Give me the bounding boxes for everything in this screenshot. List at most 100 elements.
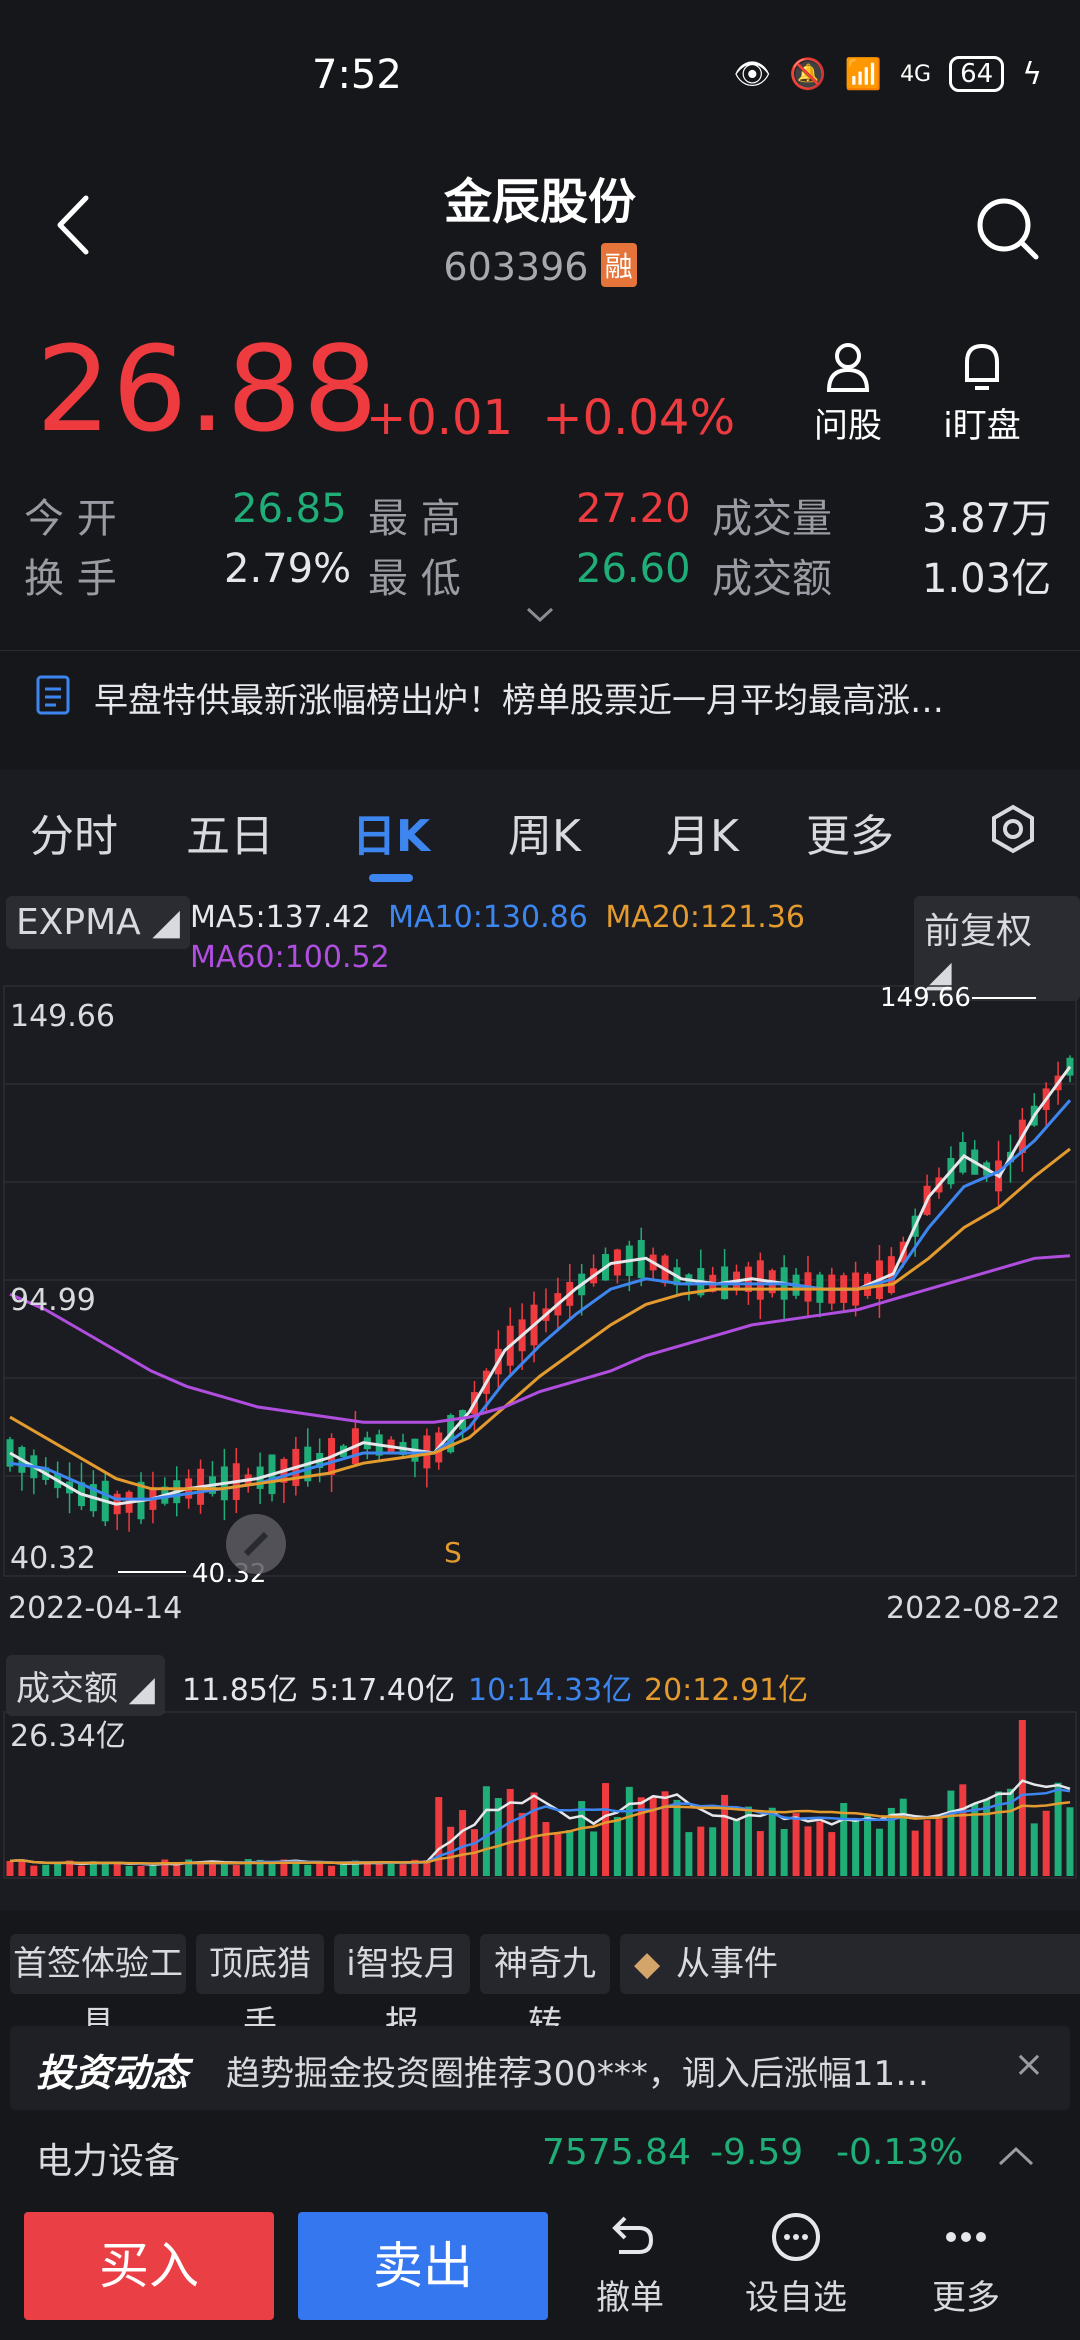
volume-bar <box>256 1859 264 1876</box>
tool-chip-event[interactable]: ◆ 从事件 <box>620 1934 1080 1994</box>
volume-indicator-select[interactable]: 成交额 ◢ <box>6 1655 165 1716</box>
candle <box>840 1272 848 1311</box>
volume-bar <box>542 1822 550 1876</box>
volume-bar <box>1054 1782 1062 1876</box>
kline-chart[interactable]: 149.66 94.99 40.32 149.66 40.32 S 2022-0… <box>0 984 1080 1634</box>
sector-change-percent: -0.13% <box>836 2132 964 2173</box>
search-icon[interactable] <box>974 195 1040 261</box>
open-value: 26.85 <box>232 486 347 532</box>
chevron-down-icon[interactable] <box>526 606 554 624</box>
investment-news-text: 趋势掘金投资圈推荐300***，调入后涨幅11… <box>226 2054 930 2094</box>
volume-bar <box>637 1797 645 1876</box>
volume-bar <box>113 1861 121 1876</box>
volume-bar <box>89 1861 97 1876</box>
settings-icon[interactable] <box>988 804 1038 854</box>
candle <box>411 1438 419 1478</box>
bell-icon <box>965 343 999 390</box>
ma-legend: MA5:137.42 MA10:130.86 MA20:121.36 MA60:… <box>190 898 890 978</box>
volume-bar <box>685 1832 693 1876</box>
candle <box>959 1131 967 1175</box>
volume-bar <box>363 1862 371 1876</box>
candle <box>30 1449 38 1495</box>
network-label: 4G <box>900 61 932 87</box>
tool-chip[interactable]: i智投月报 <box>334 1934 470 2044</box>
volume-bar <box>1066 1807 1074 1876</box>
volume-bar <box>149 1865 157 1876</box>
buy-button[interactable]: 买入 <box>24 2212 274 2320</box>
tab-intraday[interactable]: 分时 <box>30 811 118 862</box>
chevron-up-icon[interactable] <box>996 2144 1036 2168</box>
candle <box>780 1255 788 1320</box>
tool-chip[interactable]: 首签体验工具 <box>10 1934 186 2044</box>
volume-bar <box>697 1826 705 1876</box>
volume-bar <box>351 1860 359 1876</box>
volume-bar <box>506 1788 514 1876</box>
watch-button[interactable]: i盯盘 <box>932 340 1032 447</box>
adjust-select[interactable]: 前复权 ◢ <box>914 896 1080 1001</box>
volume-bar <box>804 1826 812 1876</box>
tab-more[interactable]: 更多 <box>806 811 894 862</box>
volume-ma-line-20 <box>9 1801 1071 1865</box>
volume-bar <box>185 1859 193 1876</box>
volume-bar <box>613 1816 621 1876</box>
draw-tool-icon[interactable] <box>226 1514 286 1574</box>
volume-current: 11.85亿 <box>182 1673 298 1708</box>
volume-bar <box>983 1799 991 1876</box>
ma20-legend: MA20:121.36 <box>605 900 806 935</box>
investment-news-bar[interactable]: 投资动态 趋势掘金投资圈推荐300***，调入后涨幅11… × <box>10 2026 1070 2110</box>
document-icon <box>36 675 70 715</box>
low-label: 最 低 <box>368 556 461 602</box>
volume-bar <box>208 1862 216 1876</box>
sell-button[interactable]: 卖出 <box>298 2212 548 2320</box>
volume-bar <box>77 1865 85 1876</box>
volume-bar <box>828 1832 836 1876</box>
indicator-select[interactable]: EXPMA ◢ <box>6 896 190 949</box>
adjust-label: 前复权 <box>924 911 1033 952</box>
volume-bar <box>1018 1720 1026 1876</box>
tab-five-day[interactable]: 五日 <box>186 811 274 862</box>
volume-indicator-label: 成交额 <box>16 1669 118 1709</box>
volume-bar <box>816 1821 824 1876</box>
volume-bar <box>1030 1823 1038 1876</box>
volume-bar <box>42 1864 50 1876</box>
more-button[interactable]: 更多 <box>906 2210 1026 2319</box>
news-bar[interactable]: 早盘特供最新涨幅榜出炉！榜单股票近一月平均最高涨… <box>0 650 1080 740</box>
tab-weekly-k[interactable]: 周K <box>508 811 581 862</box>
candle <box>113 1490 121 1531</box>
tool-chip-label: 从事件 <box>676 1944 778 1984</box>
volume-bar <box>1042 1810 1050 1876</box>
volume-chart[interactable]: 26.34亿 <box>0 1710 1080 1880</box>
candle <box>756 1252 764 1320</box>
close-icon[interactable]: × <box>1013 2044 1044 2085</box>
volume-ma5: 5:17.40亿 <box>310 1673 456 1708</box>
volume-bar <box>995 1791 1003 1876</box>
volume-bar <box>18 1859 26 1876</box>
volume-bar <box>923 1820 931 1876</box>
sector-row[interactable]: 电力设备 7575.84 -9.59 -0.13% <box>0 2116 1080 2196</box>
ma60-legend: MA60:100.52 <box>190 940 390 975</box>
volume-bar <box>1006 1788 1014 1876</box>
tool-chip[interactable]: 神奇九转 <box>480 1934 610 2044</box>
volume-y-top-label: 26.34亿 <box>10 1719 126 1754</box>
cancel-order-button[interactable]: 撤单 <box>570 2210 690 2319</box>
tab-daily-k[interactable]: 日K <box>352 811 431 862</box>
candle <box>971 1140 979 1175</box>
back-arrow-icon[interactable] <box>50 190 100 260</box>
tab-monthly-k[interactable]: 月K <box>666 811 739 862</box>
volume-bar <box>530 1792 538 1876</box>
volume-bar <box>173 1863 181 1876</box>
date-end-label: 2022-08-22 <box>886 1591 1060 1626</box>
volume-bar <box>852 1820 860 1876</box>
stock-code: 603396 <box>443 245 589 289</box>
volume-value: 3.87万 <box>922 496 1052 542</box>
volume-bar <box>54 1863 62 1876</box>
tool-chip[interactable]: 顶底猎手 <box>196 1934 324 2044</box>
amount-label: 成交额 <box>712 556 832 602</box>
ask-stock-button[interactable]: 问股 <box>798 340 898 447</box>
volume-bar <box>744 1806 752 1876</box>
volume-bar <box>792 1813 800 1876</box>
volume-bar <box>709 1827 717 1876</box>
volume-bar <box>602 1783 610 1876</box>
candle <box>18 1445 26 1491</box>
add-watchlist-button[interactable]: 设自选 <box>736 2210 856 2319</box>
